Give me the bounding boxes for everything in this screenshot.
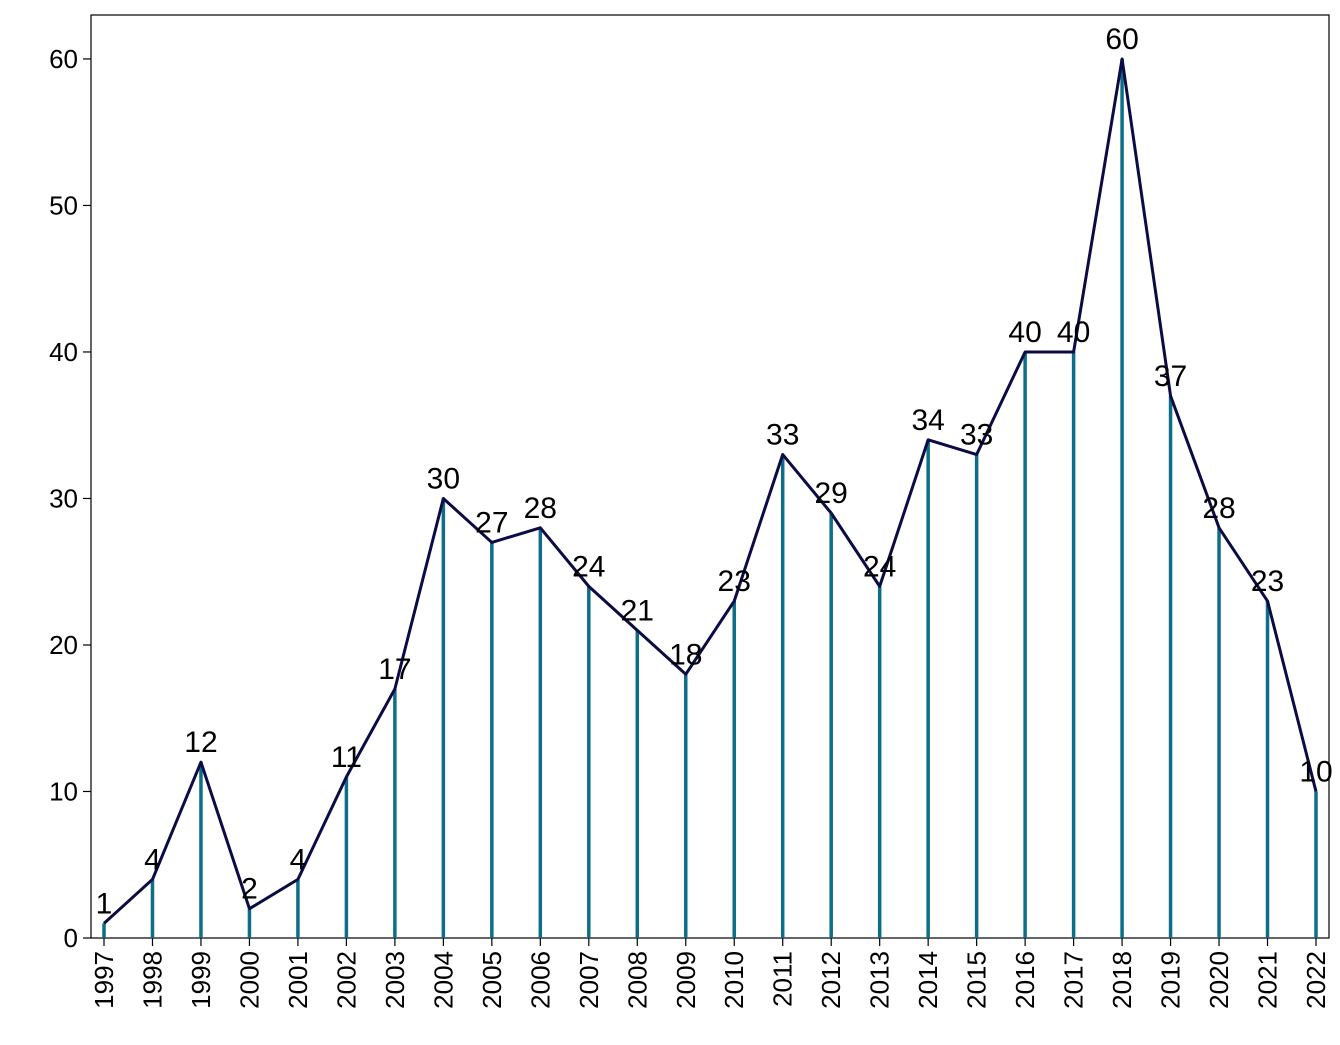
data-label-2006: 28	[524, 492, 557, 525]
data-label-2020: 28	[1202, 492, 1235, 525]
data-label-2018: 60	[1105, 23, 1138, 56]
data-label-2009: 18	[669, 638, 702, 671]
data-label-2005: 27	[475, 506, 508, 539]
plot-frame	[90, 14, 1330, 939]
x-tick-label-2000: 2000	[234, 951, 264, 1009]
x-tick-label-2016: 2016	[1010, 951, 1040, 1009]
x-tick-label-2001: 2001	[283, 951, 313, 1009]
x-tick-label-2015: 2015	[962, 951, 992, 1009]
y-tick-label-40: 40	[49, 337, 78, 367]
data-label-2012: 29	[815, 477, 848, 510]
data-label-2000: 2	[241, 873, 258, 906]
data-label-1998: 4	[144, 843, 161, 876]
data-label-2008: 21	[621, 594, 654, 627]
data-label-2003: 17	[378, 653, 411, 686]
x-tick-label-2005: 2005	[477, 951, 507, 1009]
data-label-2017: 40	[1057, 316, 1090, 349]
x-tick-label-2006: 2006	[525, 951, 555, 1009]
series-line	[102, 57, 1318, 925]
data-label-2015: 33	[960, 419, 993, 452]
data-label-1999: 12	[184, 726, 217, 759]
x-tick-label-2002: 2002	[331, 951, 361, 1009]
x-tick-label-2018: 2018	[1107, 951, 1137, 1009]
y-tick-label-0: 0	[64, 923, 78, 953]
x-tick-label-2012: 2012	[816, 951, 846, 1009]
data-label-2014: 34	[911, 404, 944, 437]
data-label-2021: 23	[1251, 565, 1284, 598]
data-label-2019: 37	[1154, 360, 1187, 393]
x-tick-label-1998: 1998	[137, 951, 167, 1009]
x-tick-label-2020: 2020	[1204, 951, 1234, 1009]
y-tick-label-50: 50	[49, 190, 78, 220]
data-label-2016: 40	[1008, 316, 1041, 349]
x-tick-label-2008: 2008	[622, 951, 652, 1009]
x-tick-label-1999: 1999	[186, 951, 216, 1009]
x-tick-label-2004: 2004	[428, 951, 458, 1009]
x-tick-label-2014: 2014	[913, 951, 943, 1009]
x-tick-label-2011: 2011	[768, 951, 798, 1007]
y-tick-label-20: 20	[49, 630, 78, 660]
x-tick-label-2021: 2021	[1253, 951, 1283, 1009]
x-tick-label-2007: 2007	[574, 951, 604, 1009]
x-tick-label-2019: 2019	[1156, 951, 1186, 1009]
x-tick-label-2009: 2009	[671, 951, 701, 1009]
data-label-2007: 24	[572, 550, 605, 583]
data-label-2011: 33	[766, 419, 799, 452]
y-tick-label-30: 30	[49, 483, 78, 513]
x-axis: 1997 1998 1999 2000 2001 2002 2003 2004 2005 2006…	[89, 938, 1331, 1009]
y-tick-label-60: 60	[49, 44, 78, 74]
x-tick-label-2010: 2010	[719, 951, 749, 1009]
stems-layer	[102, 58, 1318, 938]
x-tick-label-2017: 2017	[1059, 951, 1089, 1009]
x-tick-label-1997: 1997	[89, 951, 119, 1009]
line-layer	[102, 57, 1318, 925]
x-tick-label-2003: 2003	[380, 951, 410, 1009]
data-label-1997: 1	[96, 887, 113, 920]
data-label-2022: 10	[1299, 755, 1332, 788]
data-label-2010: 23	[718, 565, 751, 598]
data-label-2001: 4	[290, 843, 307, 876]
data-label-2002: 11	[331, 741, 362, 774]
data-label-2004: 30	[427, 462, 460, 495]
x-tick-label-2022: 2022	[1301, 951, 1331, 1009]
y-tick-label-10: 10	[49, 776, 78, 806]
y-axis: 0 10 20 30 40 50 60	[49, 44, 91, 953]
x-tick-label-2013: 2013	[865, 951, 895, 1009]
data-label-2013: 24	[863, 550, 896, 583]
